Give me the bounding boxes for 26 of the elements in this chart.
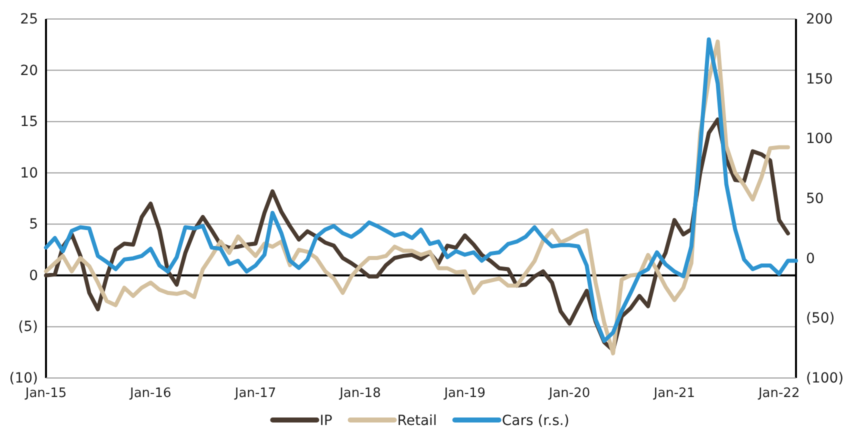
y2-tick-label: 150 (806, 71, 833, 88)
x-tick-label: Jan-22 (757, 386, 800, 402)
x-tick-label: Jan-16 (129, 386, 172, 402)
y-tick-label: 25 (20, 11, 38, 28)
y-tick-label: 10 (20, 165, 38, 182)
y-tick-label: (5) (18, 319, 38, 336)
y-tick-label: 20 (20, 62, 38, 79)
x-tick-label: Jan-15 (24, 386, 67, 402)
y2-tick-label: 100 (806, 131, 833, 148)
y-tick-label: 0 (29, 268, 38, 284)
y2-tick-label: 0 (806, 250, 815, 267)
legend-label: IP (320, 413, 332, 429)
x-tick-label: Jan-21 (652, 386, 696, 402)
x-tick-label: Jan-20 (548, 386, 590, 402)
x-tick-label: Jan-19 (443, 386, 486, 402)
x-tick-label: Jan-17 (234, 386, 276, 402)
legend-label: Cars (r.s.) (502, 413, 570, 429)
y2-tick-label: 50 (806, 190, 824, 207)
y-tick-label: 15 (20, 114, 38, 130)
legend-label: Retail (397, 413, 437, 429)
y-tick-label: (10) (9, 370, 38, 386)
y2-tick-label: 200 (806, 11, 833, 28)
y-tick-label: 5 (29, 216, 38, 233)
y2-tick-label: (50) (806, 310, 835, 327)
y2-tick-label: (100) (806, 370, 844, 386)
x-tick-label: Jan-18 (338, 386, 381, 402)
